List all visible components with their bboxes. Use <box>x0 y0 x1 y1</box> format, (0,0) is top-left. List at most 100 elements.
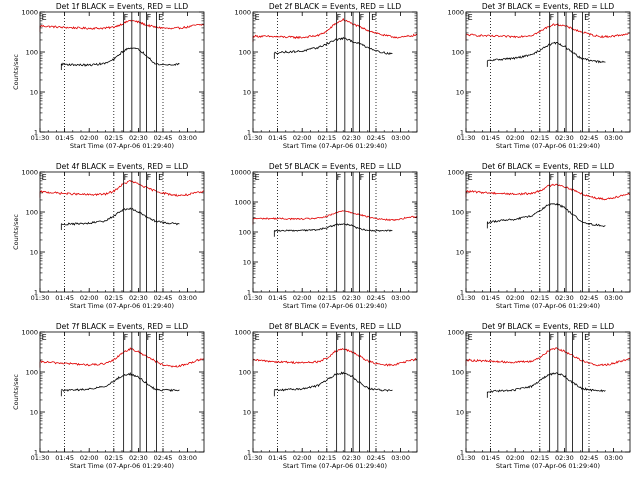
flag-label: F <box>124 333 129 342</box>
x-tick-label: 02:15 <box>530 294 549 302</box>
y-tick-label: 1000 <box>21 329 38 337</box>
y-tick-label: 10 <box>243 89 251 97</box>
flag-label: E <box>255 173 260 182</box>
y-tick-label: 1000 <box>447 169 464 177</box>
y-tick-label: 1 <box>34 289 38 297</box>
flag-label: E <box>371 333 376 342</box>
x-axis-label: Start Time (07-Apr-06 01:29:40) <box>70 462 174 470</box>
x-tick-label: 02:00 <box>80 454 99 462</box>
x-tick-label: 02:00 <box>506 294 525 302</box>
flag-label: E <box>468 173 473 182</box>
flag-label: F <box>360 13 365 22</box>
x-tick-label: 01:45 <box>268 294 287 302</box>
x-tick-label: 02:00 <box>80 294 99 302</box>
x-tick-label: 02:30 <box>129 454 148 462</box>
x-tick-label: 03:00 <box>604 134 623 142</box>
y-axis-label: Counts/sec <box>12 374 20 410</box>
x-tick-label: 01:30 <box>244 454 263 462</box>
x-axis-label: Start Time (07-Apr-06 01:29:40) <box>70 302 174 310</box>
series-line-events <box>61 371 180 392</box>
flag-label: F <box>147 333 152 342</box>
series-line-events <box>274 371 393 392</box>
y-tick-label: 10 <box>243 259 251 267</box>
flag-label: E <box>371 173 376 182</box>
x-tick-label: 02:30 <box>129 294 148 302</box>
x-tick-label: 02:30 <box>555 134 574 142</box>
flag-label: F <box>360 173 365 182</box>
y-axis-label: Counts/sec <box>12 54 20 90</box>
x-tick-label: 01:45 <box>55 294 74 302</box>
x-tick-label: 03:00 <box>391 134 410 142</box>
y-tick-label: 1 <box>247 129 251 137</box>
series-line-events <box>61 207 180 226</box>
x-tick-label: 02:45 <box>367 454 386 462</box>
series-line-lld <box>39 19 205 30</box>
x-tick-label: 03:00 <box>178 134 197 142</box>
flag-label: E <box>158 13 163 22</box>
flag-label: E <box>42 333 47 342</box>
flag-label: F <box>124 173 129 182</box>
flag-label: F <box>550 13 555 22</box>
flag-label: F <box>550 333 555 342</box>
flag-label: F <box>147 173 152 182</box>
series-line-lld <box>466 22 631 39</box>
x-tick-label: 02:00 <box>293 454 312 462</box>
flag-label: F <box>573 173 578 182</box>
panel-title: Det 3f BLACK = Events, RED = LLD <box>482 2 615 11</box>
y-tick-label: 10000 <box>230 169 251 177</box>
y-tick-label: 1 <box>247 289 251 297</box>
panel-title: Det 5f BLACK = Events, RED = LLD <box>269 162 402 171</box>
y-tick-label: 1000 <box>21 169 38 177</box>
y-tick-label: 1 <box>247 449 251 457</box>
flag-label: E <box>584 333 589 342</box>
y-tick-label: 100 <box>452 369 464 377</box>
x-tick-label: 01:30 <box>31 134 50 142</box>
x-axis-label: Start Time (07-Apr-06 01:29:40) <box>496 142 600 150</box>
x-tick-label: 02:45 <box>580 454 599 462</box>
panel-title: Det 2f BLACK = Events, RED = LLD <box>269 2 402 11</box>
x-tick-label: 02:00 <box>506 454 525 462</box>
x-tick-label: 01:30 <box>457 134 476 142</box>
y-tick-label: 100 <box>26 49 38 57</box>
x-tick-label: 02:15 <box>530 134 549 142</box>
x-tick-label: 02:15 <box>317 294 336 302</box>
x-axis-label: Start Time (07-Apr-06 01:29:40) <box>283 462 387 470</box>
flag-label: E <box>584 173 589 182</box>
x-tick-label: 01:45 <box>481 294 500 302</box>
x-tick-label: 01:45 <box>55 134 74 142</box>
x-tick-label: 02:00 <box>80 134 99 142</box>
x-tick-label: 03:00 <box>391 294 410 302</box>
x-tick-label: 03:00 <box>178 454 197 462</box>
y-tick-label: 1000 <box>234 199 251 207</box>
x-tick-label: 01:45 <box>268 134 287 142</box>
x-tick-label: 01:45 <box>481 454 500 462</box>
y-tick-label: 1000 <box>447 329 464 337</box>
y-tick-label: 10 <box>30 409 38 417</box>
x-tick-label: 02:45 <box>154 454 173 462</box>
x-tick-label: 03:00 <box>391 454 410 462</box>
panel-title: Det 4f BLACK = Events, RED = LLD <box>56 162 189 171</box>
x-tick-label: 01:45 <box>268 454 287 462</box>
series-line-lld <box>252 17 418 40</box>
x-tick-label: 02:45 <box>367 294 386 302</box>
x-tick-label: 01:30 <box>244 294 263 302</box>
series-line-events <box>486 202 606 228</box>
x-tick-label: 02:45 <box>367 134 386 142</box>
x-tick-label: 02:30 <box>555 454 574 462</box>
y-tick-label: 100 <box>239 49 251 57</box>
flag-label: F <box>147 13 152 22</box>
x-tick-label: 02:15 <box>104 134 123 142</box>
flag-label: F <box>550 173 555 182</box>
flag-label: E <box>255 13 260 22</box>
y-tick-label: 10 <box>30 249 38 257</box>
x-tick-label: 02:45 <box>154 134 173 142</box>
x-tick-label: 01:30 <box>31 454 50 462</box>
series-line-lld <box>252 210 418 222</box>
series-line-lld <box>39 180 205 197</box>
series-line-events <box>274 36 393 55</box>
flag-label: E <box>42 13 47 22</box>
